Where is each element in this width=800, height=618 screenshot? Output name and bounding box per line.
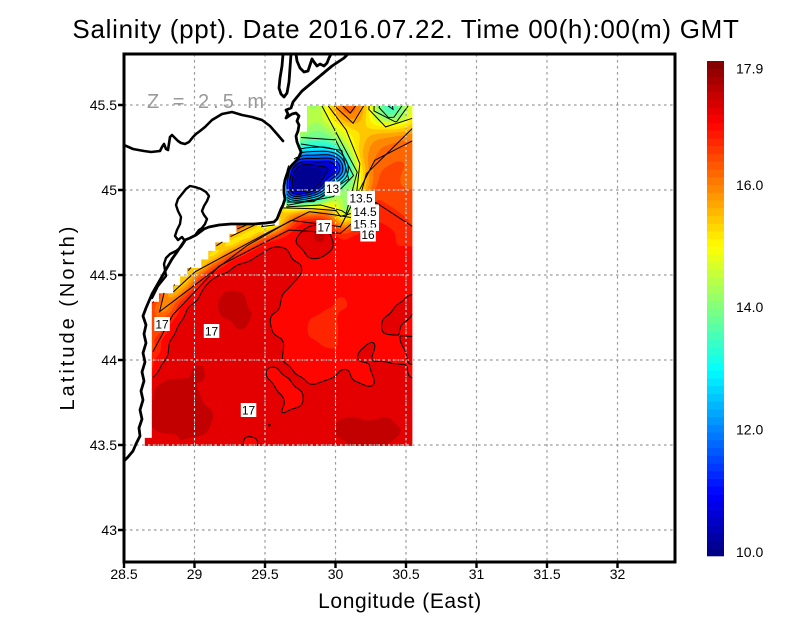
svg-text:10.0: 10.0 (736, 544, 763, 560)
svg-text:17: 17 (155, 317, 169, 331)
svg-text:17: 17 (205, 324, 219, 338)
svg-text:17.9: 17.9 (736, 61, 763, 77)
svg-text:30.5: 30.5 (392, 566, 419, 582)
svg-text:30: 30 (328, 566, 344, 582)
svg-text:17: 17 (317, 220, 331, 234)
svg-text:43: 43 (101, 522, 117, 538)
svg-text:28.5: 28.5 (110, 566, 137, 582)
svg-text:Longitude (East): Longitude (East) (318, 590, 482, 613)
svg-text:45.5: 45.5 (90, 97, 117, 113)
svg-text:Z = 2.5 m: Z = 2.5 m (147, 91, 268, 113)
svg-text:31.5: 31.5 (533, 566, 560, 582)
svg-text:29.5: 29.5 (251, 566, 278, 582)
svg-text:14.0: 14.0 (736, 299, 763, 315)
svg-text:16: 16 (361, 228, 375, 242)
svg-text:32: 32 (610, 566, 626, 582)
svg-text:13: 13 (326, 182, 340, 196)
svg-text:43.5: 43.5 (90, 437, 117, 453)
svg-text:12.0: 12.0 (736, 422, 763, 438)
svg-text:14.5: 14.5 (353, 205, 377, 219)
svg-text:Salinity (ppt). Date 2016.07.2: Salinity (ppt). Date 2016.07.22. Time 00… (72, 14, 739, 44)
svg-text:Latitude (North): Latitude (North) (57, 224, 79, 411)
svg-text:44.5: 44.5 (90, 267, 117, 283)
svg-text:29: 29 (187, 566, 203, 582)
svg-text:17: 17 (242, 403, 256, 417)
svg-text:31: 31 (469, 566, 485, 582)
svg-text:45: 45 (101, 182, 117, 198)
svg-text:16.0: 16.0 (736, 177, 763, 193)
svg-text:13.5: 13.5 (349, 191, 373, 205)
svg-text:44: 44 (101, 352, 117, 368)
